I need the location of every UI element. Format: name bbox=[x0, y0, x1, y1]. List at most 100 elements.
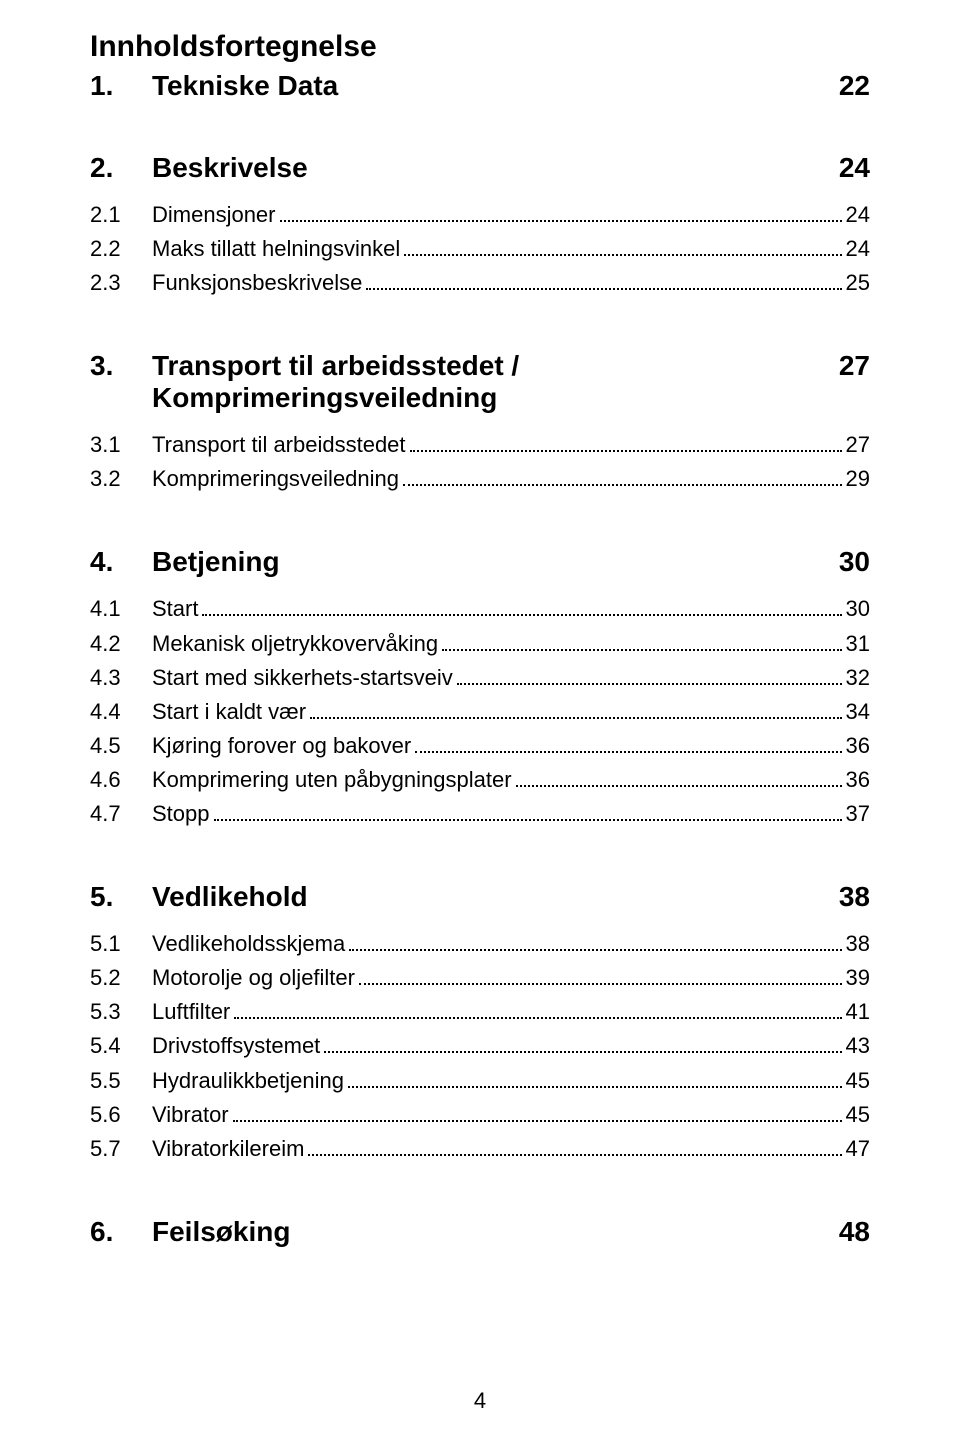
toc-section-header: 5.Vedlikehold38 bbox=[90, 881, 870, 913]
entry-page: 37 bbox=[846, 797, 870, 831]
leader-dots bbox=[324, 1036, 841, 1053]
section-title: Betjening bbox=[152, 546, 831, 578]
entry-number: 4.6 bbox=[90, 763, 152, 797]
leader-dots bbox=[359, 968, 842, 985]
leader-dots bbox=[457, 667, 842, 684]
toc-entry: 4.6Komprimering uten påbygningsplater36 bbox=[90, 763, 870, 797]
section-page: 38 bbox=[831, 881, 870, 913]
entry-page: 32 bbox=[846, 661, 870, 695]
entry-page: 29 bbox=[846, 462, 870, 496]
toc-entry: 4.1Start30 bbox=[90, 592, 870, 626]
toc-page: Innholdsfortegnelse 1.Tekniske Data222.B… bbox=[0, 0, 960, 1448]
toc-entry: 4.3Start med sikkerhets-startsveiv32 bbox=[90, 661, 870, 695]
entry-label: Start bbox=[152, 592, 198, 626]
entry-label: Funksjonsbeskrivelse bbox=[152, 266, 362, 300]
section-number: 1. bbox=[90, 70, 152, 102]
page-number: 4 bbox=[0, 1388, 960, 1414]
section-title: Transport til arbeidsstedet / Komprimeri… bbox=[152, 350, 831, 414]
toc-entry: 4.5Kjøring forover og bakover36 bbox=[90, 729, 870, 763]
entry-label: Komprimering uten påbygningsplater bbox=[152, 763, 512, 797]
entry-label: Drivstoffsystemet bbox=[152, 1029, 320, 1063]
toc-entries: 2.1Dimensjoner242.2Maks tillatt helnings… bbox=[90, 198, 870, 300]
toc-entry: 2.3Funksjonsbeskrivelse 25 bbox=[90, 266, 870, 300]
leader-dots bbox=[410, 435, 842, 452]
section-page: 22 bbox=[831, 70, 870, 102]
entry-label: Vibratorkilereim bbox=[152, 1132, 304, 1166]
section-number: 2. bbox=[90, 152, 152, 184]
entry-number: 5.3 bbox=[90, 995, 152, 1029]
entry-number: 5.5 bbox=[90, 1064, 152, 1098]
section-number: 5. bbox=[90, 881, 152, 913]
entry-page: 31 bbox=[846, 627, 870, 661]
entry-label: Motorolje og oljefilter bbox=[152, 961, 355, 995]
leader-dots bbox=[280, 205, 842, 222]
leader-dots bbox=[404, 239, 841, 256]
entry-number: 4.5 bbox=[90, 729, 152, 763]
entry-label: Transport til arbeidsstedet bbox=[152, 428, 406, 462]
toc-sections: 1.Tekniske Data222.Beskrivelse242.1Dimen… bbox=[90, 70, 870, 1248]
section-title: Feilsøking bbox=[152, 1216, 831, 1248]
toc-entry: 2.1Dimensjoner 24 bbox=[90, 198, 870, 232]
entry-number: 5.7 bbox=[90, 1132, 152, 1166]
leader-dots bbox=[234, 1002, 841, 1019]
entry-label: Start i kaldt vær bbox=[152, 695, 306, 729]
entry-number: 5.6 bbox=[90, 1098, 152, 1132]
toc-entry: 2.2Maks tillatt helningsvinkel24 bbox=[90, 232, 870, 266]
entry-number: 5.1 bbox=[90, 927, 152, 961]
toc-section-header: 2.Beskrivelse24 bbox=[90, 152, 870, 184]
leader-dots bbox=[366, 273, 841, 290]
section-number: 6. bbox=[90, 1216, 152, 1248]
toc-section: 3.Transport til arbeidsstedet / Komprime… bbox=[90, 350, 870, 496]
toc-section-header: 1.Tekniske Data22 bbox=[90, 70, 870, 102]
entry-number: 2.3 bbox=[90, 266, 152, 300]
entry-number: 2.1 bbox=[90, 198, 152, 232]
entry-page: 36 bbox=[846, 729, 870, 763]
entry-label: Stopp bbox=[152, 797, 210, 831]
toc-entry: 5.2Motorolje og oljefilter39 bbox=[90, 961, 870, 995]
entry-number: 5.4 bbox=[90, 1029, 152, 1063]
entry-page: 45 bbox=[846, 1064, 870, 1098]
toc-section-header: 6.Feilsøking48 bbox=[90, 1216, 870, 1248]
entry-page: 25 bbox=[846, 266, 870, 300]
entry-page: 41 bbox=[846, 995, 870, 1029]
entry-page: 24 bbox=[846, 198, 870, 232]
section-page: 48 bbox=[831, 1216, 870, 1248]
section-page: 24 bbox=[831, 152, 870, 184]
leader-dots bbox=[214, 804, 842, 821]
entry-page: 47 bbox=[846, 1132, 870, 1166]
page-title: Innholdsfortegnelse bbox=[90, 30, 870, 64]
entry-label: Maks tillatt helningsvinkel bbox=[152, 232, 400, 266]
toc-entry: 4.2Mekanisk oljetrykkovervåking31 bbox=[90, 627, 870, 661]
entry-page: 39 bbox=[846, 961, 870, 995]
leader-dots bbox=[403, 469, 842, 486]
section-title: Beskrivelse bbox=[152, 152, 831, 184]
entry-number: 3.1 bbox=[90, 428, 152, 462]
toc-section: 4.Betjening30 4.1Start304.2Mekanisk oljet… bbox=[90, 546, 870, 831]
toc-section-header: 4.Betjening30 bbox=[90, 546, 870, 578]
toc-section: 5.Vedlikehold385.1Vedlikeholdsskjema385.… bbox=[90, 881, 870, 1166]
entry-number: 4.1 bbox=[90, 592, 152, 626]
section-title: Tekniske Data bbox=[152, 70, 831, 102]
entry-page: 38 bbox=[846, 927, 870, 961]
entry-number: 4.7 bbox=[90, 797, 152, 831]
leader-dots bbox=[202, 599, 841, 616]
section-number: 3. bbox=[90, 350, 152, 382]
section-title: Vedlikehold bbox=[152, 881, 831, 913]
entry-number: 3.2 bbox=[90, 462, 152, 496]
entry-number: 4.2 bbox=[90, 627, 152, 661]
leader-dots bbox=[308, 1138, 841, 1155]
leader-dots bbox=[348, 1070, 842, 1087]
entry-page: 24 bbox=[846, 232, 870, 266]
leader-dots bbox=[415, 735, 841, 752]
entry-label: Dimensjoner bbox=[152, 198, 276, 232]
toc-entry: 3.1Transport til arbeidsstedet27 bbox=[90, 428, 870, 462]
toc-entries: 4.1Start304.2Mekanisk oljetrykkovervåkin… bbox=[90, 592, 870, 831]
entry-page: 45 bbox=[846, 1098, 870, 1132]
entry-label: Vedlikeholdsskjema bbox=[152, 927, 345, 961]
entry-number: 4.3 bbox=[90, 661, 152, 695]
toc-entry: 5.4Drivstoffsystemet43 bbox=[90, 1029, 870, 1063]
leader-dots bbox=[442, 633, 841, 650]
toc-entry: 3.2Komprimeringsveiledning29 bbox=[90, 462, 870, 496]
section-number: 4. bbox=[90, 546, 152, 578]
toc-section-header: 3.Transport til arbeidsstedet / Komprime… bbox=[90, 350, 870, 414]
